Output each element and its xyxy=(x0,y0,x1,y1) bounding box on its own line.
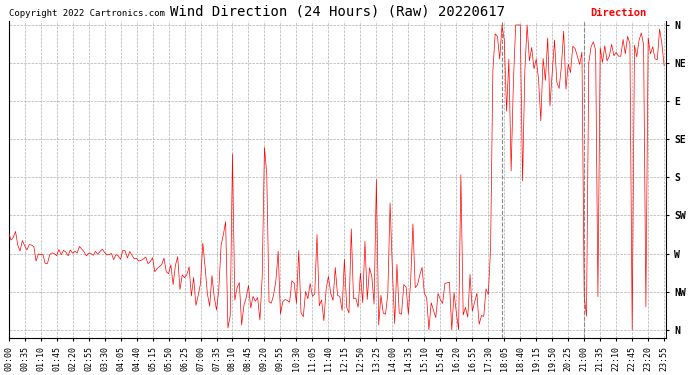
Text: Copyright 2022 Cartronics.com: Copyright 2022 Cartronics.com xyxy=(9,9,164,18)
Title: Wind Direction (24 Hours) (Raw) 20220617: Wind Direction (24 Hours) (Raw) 20220617 xyxy=(170,4,505,18)
Text: Direction: Direction xyxy=(591,8,647,18)
